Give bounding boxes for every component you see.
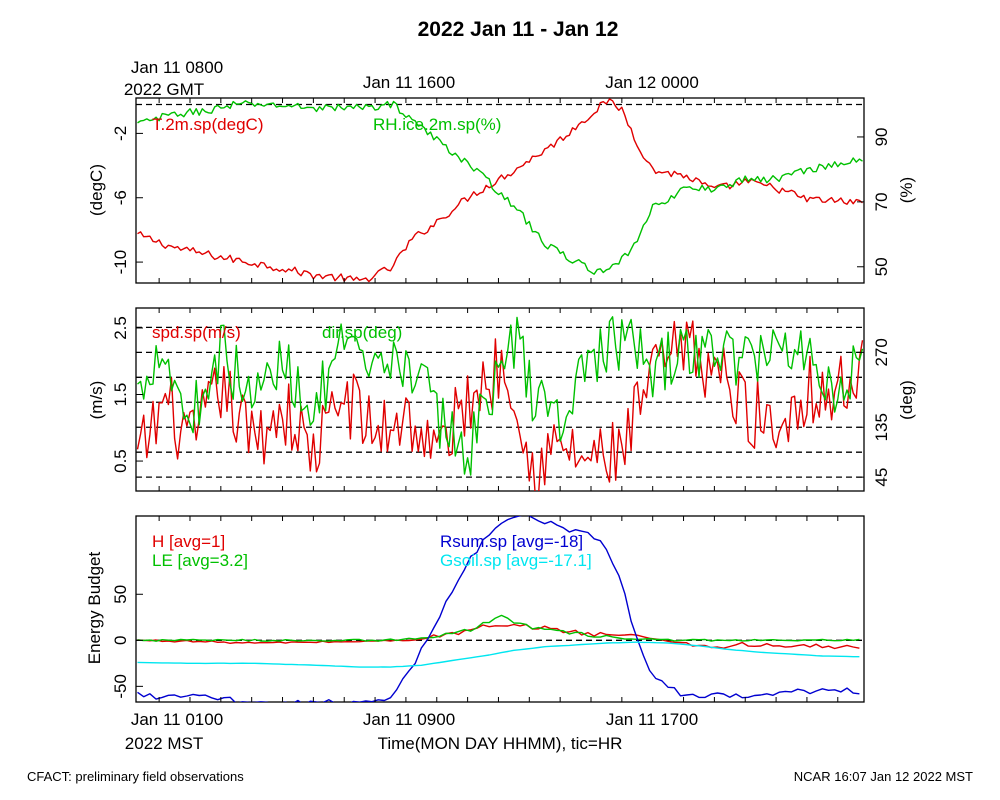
series-line-green [137, 614, 860, 642]
y-tick-label-right: 270 [872, 338, 891, 366]
wind-panel: 0.5 1.5 2.5 45 135 270 (m/s) (deg) spd.sp(m/s… [87, 307, 916, 492]
y-tick-label-right: 50 [872, 257, 891, 276]
legend-sensible-heat: H [avg=1] [152, 532, 225, 551]
y-tick-label: -10 [111, 250, 130, 275]
x-axis-title: Time(MON DAY HHMM), tic=HR [378, 734, 623, 753]
legend-latent-heat: LE [avg=3.2] [152, 551, 248, 570]
panel-frame [135, 307, 865, 492]
series-line-green [137, 316, 864, 476]
top-time-label-0000: Jan 12 0000 [605, 73, 699, 92]
y-tick-label-right: 135 [872, 413, 891, 441]
y-tick-label: -50 [111, 674, 130, 699]
footer-timestamp: NCAR 16:07 Jan 12 2022 MST [794, 769, 973, 784]
bottom-time-label-1700: Jan 11 1700 [606, 710, 698, 729]
top-time-label-0800: Jan 11 0800 [131, 58, 223, 77]
y-tick-label: -6 [111, 190, 130, 205]
top-time-label-1600: Jan 11 1600 [363, 73, 455, 92]
y-tick-label: 1.5 [111, 383, 130, 407]
footer-source-note: CFACT: preliminary field observations [27, 769, 244, 784]
series-line-blue [137, 516, 860, 702]
y-axis-label-right: (deg) [897, 380, 916, 420]
y-tick-label: 50 [111, 585, 130, 604]
y-axis-label-right: (%) [897, 177, 916, 203]
bottom-time-label-0100: Jan 11 0100 [131, 710, 223, 729]
energy-budget-panel: -50 0 50 Energy Budget H [avg=1] LE [avg=3… [85, 515, 865, 703]
y-tick-label: 2.5 [111, 316, 130, 340]
figure-title: 2022 Jan 11 - Jan 12 [418, 18, 619, 41]
temperature-humidity-panel: -10 -6 -2 50 70 90 (degC) (%) T.2m.sp(degC) R… [87, 97, 916, 284]
y-axis-label-left: (degC) [87, 164, 106, 216]
y-tick-label-right: 45 [872, 468, 891, 487]
y-tick-label-right: 90 [872, 127, 891, 146]
legend-soil-heat-flux: Gsoil.sp [avg=-17.1] [440, 551, 592, 570]
legend-radiation-sum: Rsum.sp [avg=-18] [440, 532, 583, 551]
series-line-green [137, 100, 863, 275]
legend-wind-speed: spd.sp(m/s) [152, 323, 241, 342]
legend-temperature: T.2m.sp(degC) [152, 115, 263, 134]
series-line-cyan [137, 641, 860, 668]
bottom-zone-label: 2022 MST [125, 734, 203, 753]
panel-frame [135, 515, 865, 703]
y-tick-label-right: 70 [872, 192, 891, 211]
y-axis-label-left: (m/s) [87, 381, 106, 420]
legend-humidity: RH.ice.2m.sp(%) [373, 115, 501, 134]
series-line-red [136, 320, 864, 491]
bottom-time-label-0900: Jan 11 0900 [363, 710, 455, 729]
y-tick-label: 0 [111, 636, 130, 645]
panel-frame [135, 97, 865, 284]
y-tick-label: 0.5 [111, 449, 130, 473]
legend-wind-direction: dir.sp(deg) [322, 323, 402, 342]
y-axis-label-left: Energy Budget [85, 551, 104, 664]
series-line-red [137, 623, 860, 650]
y-tick-label: -2 [111, 126, 130, 141]
top-zone-label: 2022 GMT [124, 80, 204, 99]
